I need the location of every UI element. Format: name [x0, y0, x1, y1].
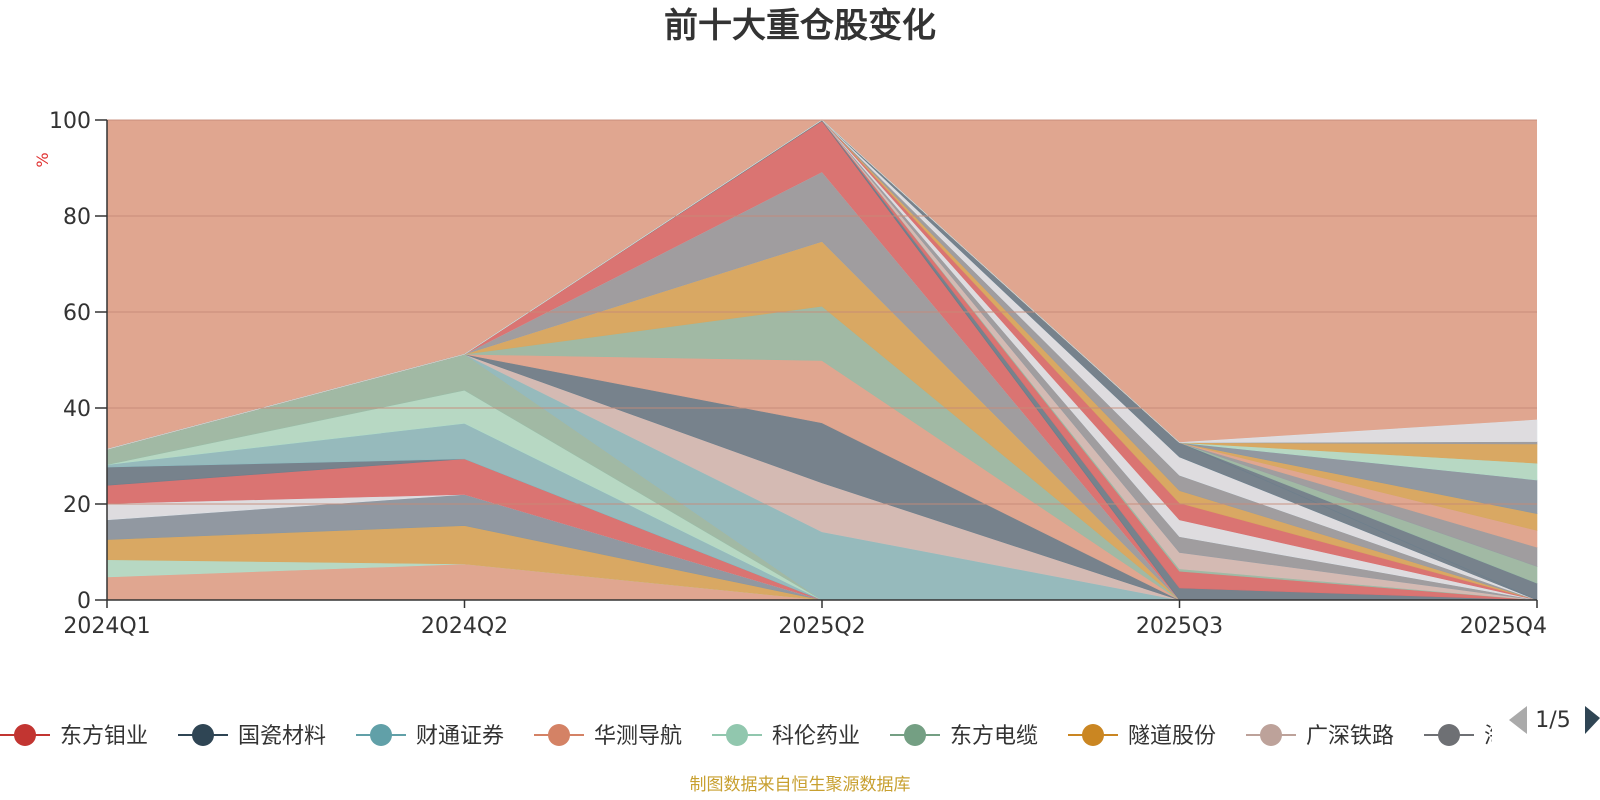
x-tick-label: 2024Q1: [63, 614, 150, 639]
plot-area: 0 20 40 60 80 100 2024Q1 2024Q2 2025Q2 2025Q3 2025…: [49, 109, 1547, 639]
legend-marker-icon: [904, 724, 926, 746]
y-tick-label: 60: [63, 301, 91, 326]
legend-marker-icon: [548, 724, 570, 746]
axes: 0 20 40 60 80 100 2024Q1 2024Q2 2025Q2 2025Q3 2025…: [49, 109, 1547, 639]
legend-label: 科伦药业: [772, 724, 860, 749]
legend-item[interactable]: 财通证券: [356, 724, 504, 749]
legend-marker-icon: [14, 724, 36, 746]
legend: 东方钼业 国瓷材料 财通证券 华测导航 科伦药业 东方电缆 隧道股份 广深铁路 海: [0, 724, 1506, 749]
legend-label: 东方钼业: [60, 724, 148, 749]
legend-item[interactable]: 国瓷材料: [178, 724, 326, 749]
y-tick-label: 80: [63, 205, 91, 230]
legend-item[interactable]: 华测导航: [534, 724, 682, 749]
x-tick-label: 2025Q3: [1136, 614, 1223, 639]
legend-page-indicator: 1/5: [1535, 708, 1570, 733]
legend-item[interactable]: 东方钼业: [0, 724, 148, 749]
source-footer: 制图数据来自恒生聚源数据库: [690, 775, 911, 795]
legend-marker-icon: [1260, 724, 1282, 746]
legend-label: 财通证券: [416, 724, 504, 749]
legend-label: 海: [1484, 724, 1506, 749]
x-tick-label: 2024Q2: [421, 614, 508, 639]
legend-label: 东方电缆: [950, 724, 1038, 749]
legend-item[interactable]: 隧道股份: [1068, 724, 1216, 749]
legend-pager: 1/5: [1509, 706, 1600, 734]
legend-marker-icon: [192, 724, 214, 746]
legend-label: 广深铁路: [1306, 724, 1394, 749]
legend-marker-icon: [1082, 724, 1104, 746]
legend-item[interactable]: 东方电缆: [890, 724, 1038, 749]
legend-label: 华测导航: [594, 724, 682, 749]
area-series-Q4-white[interactable]: [106, 119, 1538, 450]
y-tick-label: 0: [77, 589, 91, 614]
x-tick-label: 2025Q2: [778, 614, 865, 639]
legend-item[interactable]: 广深铁路: [1246, 724, 1394, 749]
y-axis-unit: %: [33, 152, 52, 167]
y-tick-label: 100: [49, 109, 91, 134]
legend-marker-icon: [370, 724, 392, 746]
legend-label: 隧道股份: [1128, 724, 1216, 749]
legend-marker-icon: [1438, 724, 1460, 746]
legend-next-page-icon[interactable]: [1585, 706, 1600, 734]
x-tick-label: 2025Q4: [1460, 614, 1547, 639]
legend-item[interactable]: 海: [1424, 724, 1506, 749]
legend-item[interactable]: 科伦药业: [712, 724, 860, 749]
y-tick-label: 20: [63, 493, 91, 518]
chart-title: 前十大重仓股变化: [664, 6, 936, 46]
legend-marker-icon: [726, 724, 748, 746]
legend-prev-page-icon[interactable]: [1509, 706, 1527, 734]
gridlines: [107, 119, 1537, 505]
legend-label: 国瓷材料: [238, 724, 326, 749]
y-tick-label: 40: [63, 397, 91, 422]
